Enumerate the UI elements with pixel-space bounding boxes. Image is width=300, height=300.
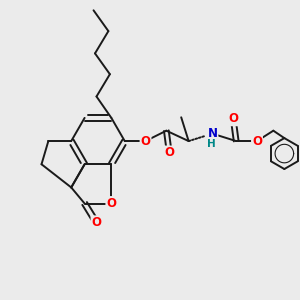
Text: O: O [92,216,101,229]
Text: H: H [207,139,215,149]
Text: O: O [140,135,151,148]
Text: N: N [207,127,218,140]
Text: O: O [228,112,238,125]
Text: O: O [164,146,174,160]
Text: O: O [252,135,262,148]
Text: O: O [106,197,116,210]
